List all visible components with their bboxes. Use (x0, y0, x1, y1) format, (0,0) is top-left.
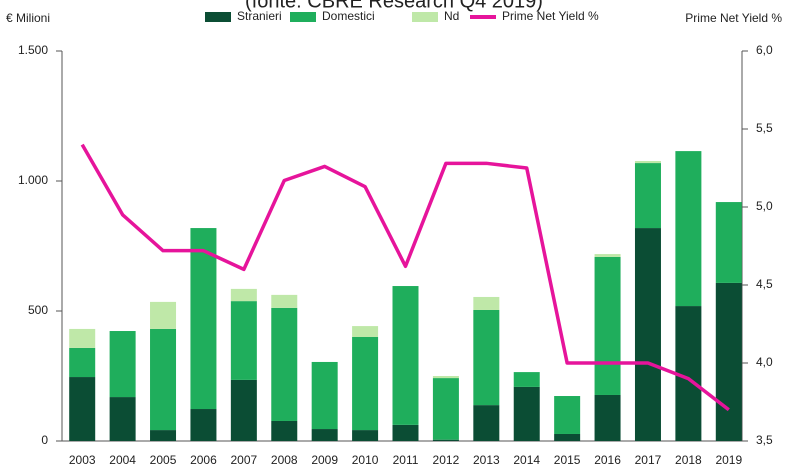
bar-segment (554, 433, 581, 441)
x-tick-label: 2015 (554, 453, 581, 467)
x-tick-label: 2016 (594, 453, 621, 467)
x-tick-label: 2006 (190, 453, 217, 467)
bar-segment (392, 424, 419, 441)
y2-tick-label: 4,5 (756, 277, 773, 291)
bar-segment (432, 378, 459, 440)
yield-line (80, 143, 730, 412)
legend-label: Prime Net Yield % (502, 9, 599, 23)
x-tick-label: 2004 (109, 453, 136, 467)
y-tick-label: 0 (41, 433, 48, 447)
x-tick-label: 2010 (352, 453, 379, 467)
x-tick-label: 2014 (513, 453, 540, 467)
x-tick-label: 2012 (433, 453, 460, 467)
bar-segment (190, 228, 217, 410)
bar-segment (150, 328, 177, 431)
y2-tick-label: 5,0 (756, 199, 773, 213)
bar-segment (675, 151, 702, 307)
bar-segment (69, 328, 96, 348)
bar-segment (715, 282, 742, 441)
x-tick-label: 2003 (69, 453, 96, 467)
y-tick-label: 500 (28, 303, 48, 317)
bar-segment (311, 429, 338, 441)
x-tick-label: 2009 (311, 453, 338, 467)
y2-tick-label: 6,0 (756, 43, 773, 57)
bar-segment (150, 430, 177, 441)
y-tick-label: 1.000 (18, 173, 48, 187)
y-axis-label: € Milioni (6, 11, 50, 25)
legend-label: Nd (444, 9, 459, 23)
bar-segment (230, 301, 257, 380)
bar-segment (634, 163, 661, 229)
bar-segment (432, 439, 459, 441)
y2-axis-label: Prime Net Yield % (685, 11, 782, 25)
legend-swatch (412, 12, 438, 22)
legend-swatch (205, 12, 231, 22)
legend-label: Stranieri (237, 9, 282, 23)
bar-segment (69, 347, 96, 378)
bar-segment (432, 376, 459, 379)
bar-segment (352, 337, 379, 431)
y-tick-label: 1.500 (18, 43, 48, 57)
bar-segment (230, 288, 257, 302)
y2-tick-label: 5,5 (756, 121, 773, 135)
bar-segment (271, 307, 298, 421)
y2-tick-label: 3,5 (756, 433, 773, 447)
bar-segment (594, 256, 621, 395)
bar-segment (715, 202, 742, 283)
bar-segment (69, 377, 96, 441)
x-tick-label: 2005 (150, 453, 177, 467)
x-tick-label: 2013 (473, 453, 500, 467)
legend-swatch (290, 12, 316, 22)
x-tick-label: 2017 (635, 453, 662, 467)
bar-segment (634, 228, 661, 441)
bar-segment (554, 396, 581, 434)
bar-segment (190, 409, 217, 441)
bar-segment (352, 326, 379, 337)
bar-segment (150, 301, 177, 329)
x-tick-label: 2018 (675, 453, 702, 467)
bar-segment (634, 160, 661, 164)
y2-tick-label: 4,0 (756, 355, 773, 369)
legend-label: Domestici (322, 9, 375, 23)
bar-segment (473, 405, 500, 441)
bar-segment (513, 372, 540, 387)
bar-segment (473, 296, 500, 310)
x-tick-label: 2019 (715, 453, 742, 467)
bar-segment (513, 386, 540, 441)
x-tick-label: 2008 (271, 453, 298, 467)
bar-segment (594, 254, 621, 257)
x-tick-label: 2007 (231, 453, 258, 467)
bar-segment (352, 430, 379, 441)
bar-segment (109, 331, 136, 398)
bar-segment (230, 379, 257, 441)
bar-segment (271, 420, 298, 441)
bar-segment (271, 294, 298, 308)
chart-title: (fonte: CBRE Research Q4 2019) (245, 0, 543, 12)
bar-segment (473, 309, 500, 406)
bar-segment (311, 361, 338, 430)
bar-segment (594, 394, 621, 441)
bar-segment (109, 397, 136, 441)
x-tick-label: 2011 (393, 453, 419, 467)
bar-segment (392, 286, 419, 425)
